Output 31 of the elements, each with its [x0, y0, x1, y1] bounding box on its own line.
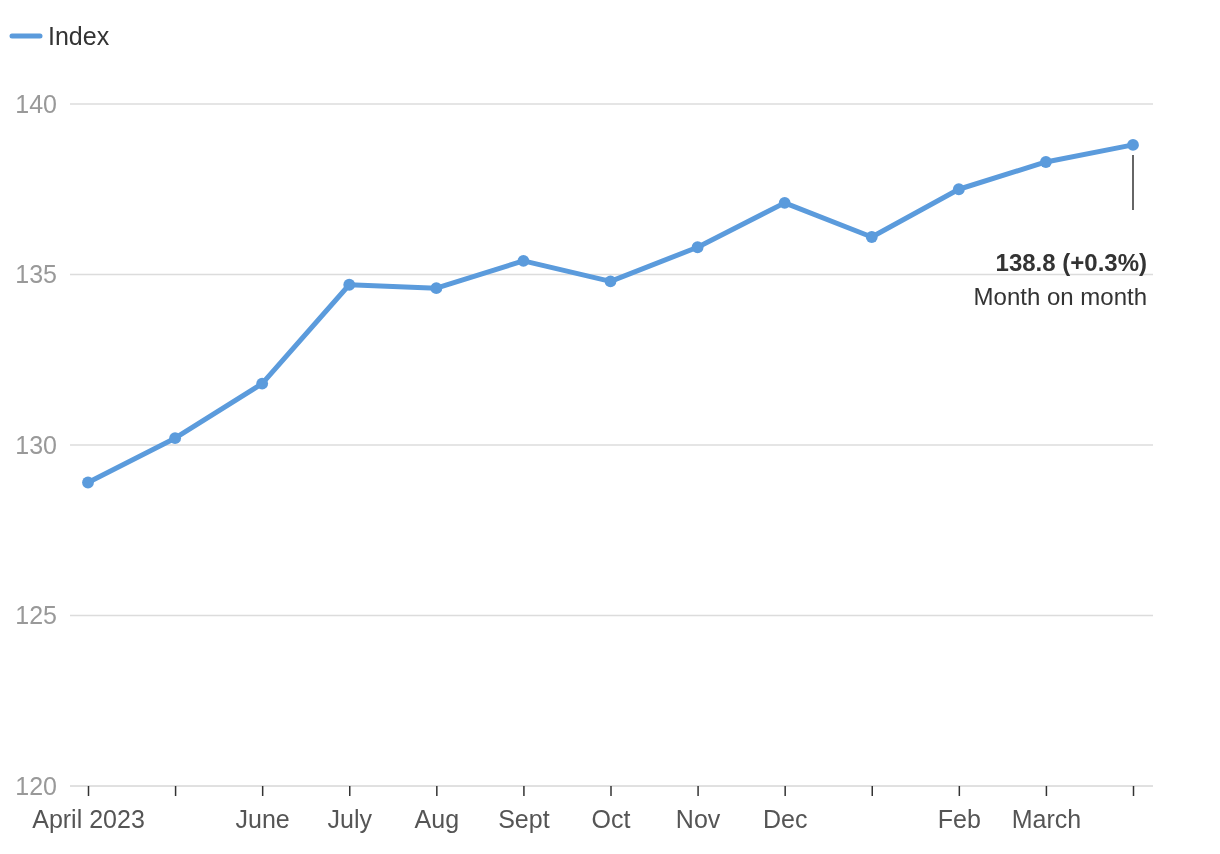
- x-tick-label: Nov: [675, 804, 721, 833]
- point: [1127, 139, 1139, 151]
- point: [430, 282, 443, 295]
- point: [691, 241, 704, 254]
- x-tick-label: June: [235, 804, 290, 833]
- y-tick-label: 130: [15, 430, 57, 459]
- legend-label: Index: [48, 22, 110, 50]
- x-tick-label: March: [1011, 804, 1082, 833]
- annotation: Month on month: [973, 282, 1147, 310]
- x-tick-label: Dec: [762, 804, 808, 833]
- point: [1040, 156, 1052, 168]
- point: [256, 377, 269, 390]
- point: [604, 275, 617, 288]
- x-tick-label: April 2023: [32, 804, 145, 833]
- x-tick-label: July: [327, 804, 373, 833]
- y-tick-label: 135: [15, 260, 57, 288]
- point: [82, 476, 94, 489]
- point: [169, 432, 181, 445]
- x-tick-label: Feb: [937, 804, 981, 833]
- point: [778, 196, 791, 209]
- annotation: 138.8 (+0.3%): [995, 248, 1147, 276]
- point: [952, 183, 965, 196]
- x-tick-label: Aug: [414, 804, 460, 833]
- point: [343, 278, 356, 291]
- y-tick-label: 120: [15, 771, 57, 800]
- y-tick-label: 125: [15, 601, 57, 629]
- x-tick-label: Oct: [591, 804, 631, 833]
- point: [517, 254, 530, 267]
- y-tick-label: 140: [15, 89, 57, 118]
- x-tick-label: Sept: [498, 804, 550, 833]
- point: [865, 231, 878, 243]
